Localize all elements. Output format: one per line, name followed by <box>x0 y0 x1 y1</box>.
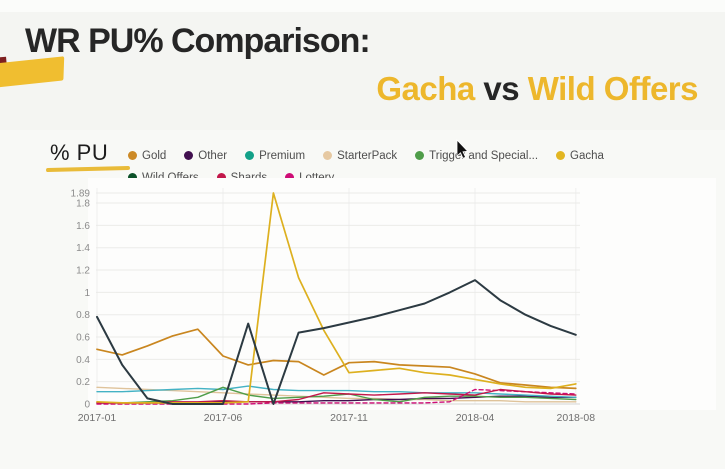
slide-title-line2: Gacha vs Wild Offers <box>0 70 698 108</box>
legend-row-1: Gold Other Premium StarterPack Trigger and S… <box>128 148 604 163</box>
legend-item-shards[interactable]: Shards <box>216 171 268 184</box>
legend-label: StarterPack <box>337 149 398 162</box>
legend-dot-gold <box>128 151 137 160</box>
legend-item-trigger-and-special[interactable]: Trigger and Special... <box>415 150 538 162</box>
top-strip <box>0 0 725 12</box>
chart-legend: Gold Other Premium StarterPack Trigger and S… <box>128 148 604 192</box>
legend-item-gold[interactable]: Gold <box>128 150 166 162</box>
legend-dot-premium <box>245 151 255 160</box>
legend-dot-other <box>184 151 194 160</box>
y-axis-title: % PU <box>50 140 109 165</box>
legend-dot-starterpack <box>323 151 333 160</box>
legend-label: Gacha <box>570 149 604 162</box>
legend-item-lottery[interactable]: Lottery <box>285 172 334 184</box>
legend-label: Wild Offers <box>142 171 199 184</box>
legend-item-starterpack[interactable]: StarterPack <box>323 150 397 162</box>
legend-dot-wild-offers <box>128 173 137 182</box>
legend-dot-gacha <box>556 151 566 160</box>
slide-title-line1: WR PU% Comparison: <box>25 22 371 60</box>
legend-dot-shards <box>216 173 226 182</box>
legend-dot-lottery <box>285 173 295 182</box>
legend-label: Lottery <box>299 171 335 184</box>
legend-label: Premium <box>259 149 306 162</box>
legend-item-other[interactable]: Other <box>184 150 227 162</box>
legend-label: Trigger and Special... <box>429 149 539 162</box>
vs-title-text: vs <box>474 70 528 107</box>
wild-offers-title-text: Wild Offers <box>527 70 699 107</box>
legend-label: Gold <box>142 149 167 162</box>
legend-label: Shards <box>230 171 268 184</box>
legend-row-2: Wild Offers Shards Lottery <box>128 170 604 185</box>
legend-item-wild-offers[interactable]: Wild Offers <box>128 172 199 184</box>
gacha-title-text: Gacha <box>376 70 475 107</box>
legend-item-gacha[interactable]: Gacha <box>556 150 604 162</box>
legend-item-premium[interactable]: Premium <box>245 150 305 162</box>
legend-dot-trigger-and-special <box>415 151 425 160</box>
legend-label: Other <box>198 149 228 162</box>
